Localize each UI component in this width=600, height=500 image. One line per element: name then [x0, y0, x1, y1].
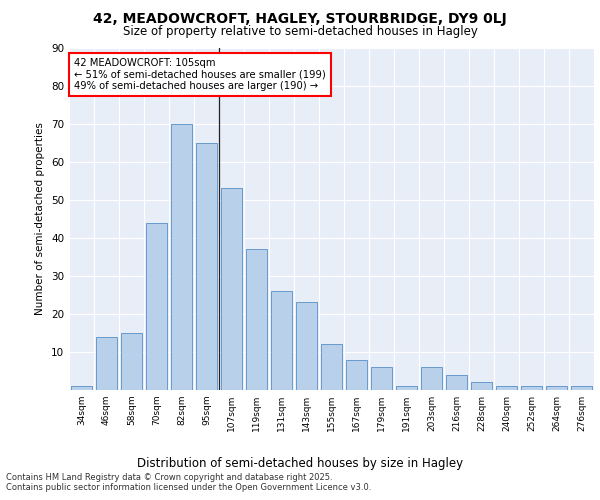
Bar [271, 291, 292, 390]
Bar [396, 386, 417, 390]
Bar [196, 142, 217, 390]
Bar [296, 302, 317, 390]
Bar [346, 360, 367, 390]
Bar [571, 386, 592, 390]
Text: Contains HM Land Registry data © Crown copyright and database right 2025.: Contains HM Land Registry data © Crown c… [6, 472, 332, 482]
Bar [221, 188, 242, 390]
Bar [171, 124, 192, 390]
Text: Size of property relative to semi-detached houses in Hagley: Size of property relative to semi-detach… [122, 25, 478, 38]
Bar [371, 367, 392, 390]
Bar [246, 249, 267, 390]
Text: Distribution of semi-detached houses by size in Hagley: Distribution of semi-detached houses by … [137, 458, 463, 470]
Bar [496, 386, 517, 390]
Bar [121, 333, 142, 390]
Bar [321, 344, 342, 390]
Bar [421, 367, 442, 390]
Y-axis label: Number of semi-detached properties: Number of semi-detached properties [35, 122, 46, 315]
Bar [546, 386, 567, 390]
Bar [71, 386, 92, 390]
Text: 42 MEADOWCROFT: 105sqm
← 51% of semi-detached houses are smaller (199)
49% of se: 42 MEADOWCROFT: 105sqm ← 51% of semi-det… [74, 58, 326, 91]
Bar [146, 222, 167, 390]
Bar [521, 386, 542, 390]
Text: 42, MEADOWCROFT, HAGLEY, STOURBRIDGE, DY9 0LJ: 42, MEADOWCROFT, HAGLEY, STOURBRIDGE, DY… [93, 12, 507, 26]
Text: Contains public sector information licensed under the Open Government Licence v3: Contains public sector information licen… [6, 482, 371, 492]
Bar [96, 336, 117, 390]
Bar [446, 375, 467, 390]
Bar [471, 382, 492, 390]
